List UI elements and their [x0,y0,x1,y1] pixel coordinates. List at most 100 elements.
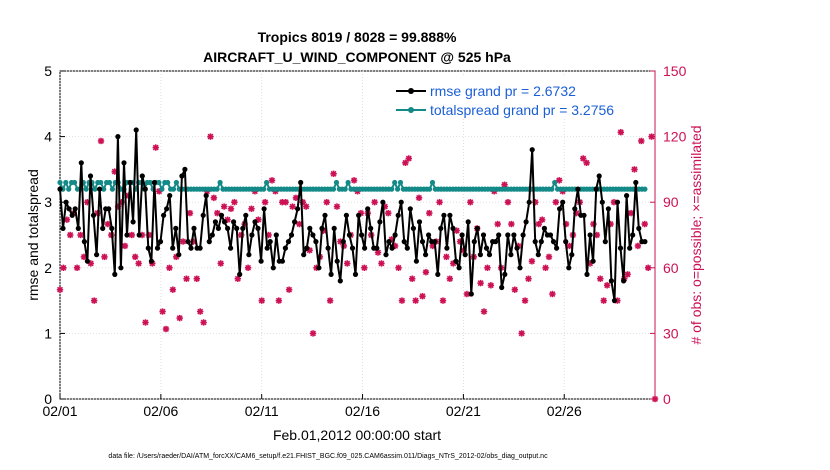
rmse-point-185 [621,278,627,284]
obs-marker-84 [344,260,351,267]
obs-marker-159 [600,297,607,304]
rmse-point-108 [386,239,392,245]
rmse-point-55 [225,225,231,231]
rmse-point-145 [499,284,505,291]
totalspread-point-40 [173,179,179,186]
totalspread-point-70 [261,186,267,192]
left-y-tick-label-4: 4 [44,129,52,145]
totalspread-point-18 [109,186,115,192]
totalspread-point-3 [66,186,72,192]
rmse-point-124 [435,271,441,277]
rmse-point-35 [164,206,170,212]
rmse-point-49 [206,239,212,245]
left-y-tick-label-0: 0 [44,391,52,407]
rmse-point-148 [508,252,514,258]
right-y-tick-label-1: 30 [663,325,679,341]
rmse-point-14 [100,225,106,231]
obs-marker-103 [409,275,416,282]
rmse-point-68 [264,245,270,251]
rmse-point-169 [572,206,578,212]
rmse-point-62 [246,252,252,258]
rmse-point-137 [474,225,480,231]
rmse-point-128 [447,212,453,218]
obs-marker-114 [446,275,454,282]
obs-marker-33 [169,286,177,293]
rmse-point-192 [642,239,648,245]
obs-marker-171 [641,220,648,228]
rmse-point-155 [529,147,535,153]
obs-marker-135 [518,330,525,337]
rmse-point-31 [151,179,157,186]
totalspread-point-55 [217,179,223,186]
rmse-point-106 [380,199,386,205]
rmse-point-100 [362,245,368,251]
obs-marker-105 [415,194,423,202]
obs-marker-1 [60,264,67,271]
rmse-point-91 [334,258,340,264]
obs-marker-112 [439,297,447,304]
obs-marker-100 [398,297,406,304]
obs-marker-31 [162,325,170,333]
obs-marker-108 [426,209,433,217]
obs-marker-80 [330,170,337,177]
totalspread-point-116 [395,186,401,192]
totalspread-point-98 [342,186,348,192]
totalspread-series [57,179,648,192]
rmse-point-37 [170,245,176,251]
rmse-point-39 [176,252,182,258]
totalspread-point-170 [552,179,558,186]
rmse-point-101 [365,206,371,212]
obs-marker-68 [289,203,296,210]
obs-marker-168 [631,166,638,173]
obs-marker-35 [176,314,183,322]
rmse-point-118 [416,219,423,225]
left-y-tick-label-1: 1 [44,325,52,341]
rmse-point-46 [197,245,203,251]
obs-marker-107 [422,268,430,276]
rmse-point-132 [459,232,465,238]
rmse-point-119 [419,239,426,245]
rmse-point-5 [72,206,78,212]
rmse-point-164 [557,206,563,212]
obs-marker-51 [231,199,238,206]
rmse-point-63 [249,232,255,238]
obs-marker-111 [436,199,443,206]
obs-marker-143 [545,253,553,261]
rmse-point-183 [614,199,621,205]
obs-marker-56 [248,205,255,212]
obs-marker-44 [207,133,214,140]
rmse-point-74 [282,245,288,251]
rmse-point-167 [566,265,572,271]
rmse-point-113 [401,239,407,245]
rmse-point-111 [395,212,401,218]
rmse-point-81 [304,245,310,251]
rmse-point-157 [535,252,541,258]
obs-marker-137 [525,275,532,282]
rmse-point-170 [575,186,581,192]
totalspread-point-34 [156,179,162,186]
rmse-point-125 [438,225,444,231]
rmse-point-11 [90,212,97,218]
obs-marker-113 [443,253,450,261]
rmse-point-12 [94,252,100,258]
rmse-point-131 [456,265,462,271]
rmse-point-95 [346,232,352,238]
rmse-point-121 [426,232,432,238]
obs-marker-74 [309,330,317,337]
rmse-point-150 [514,245,520,251]
totalspread-point-114 [389,186,395,192]
x-tick-label-4: 02/21 [446,403,481,419]
rmse-point-2 [63,199,69,205]
rmse-point-187 [627,245,633,251]
obs-marker-145 [552,199,560,206]
rmse-point-25 [133,127,139,133]
rmse-point-175 [590,258,596,264]
rmse-point-69 [267,239,273,245]
legend-spread-label: totalspread grand pr = 3.2756 [430,102,614,118]
obs-marker-78 [323,199,330,206]
obs-marker-14 [104,220,112,228]
rmse-point-53 [218,212,225,218]
rmse-point-163 [554,245,560,251]
rmse-point-87 [322,212,328,218]
rmse-point-189 [633,179,639,186]
